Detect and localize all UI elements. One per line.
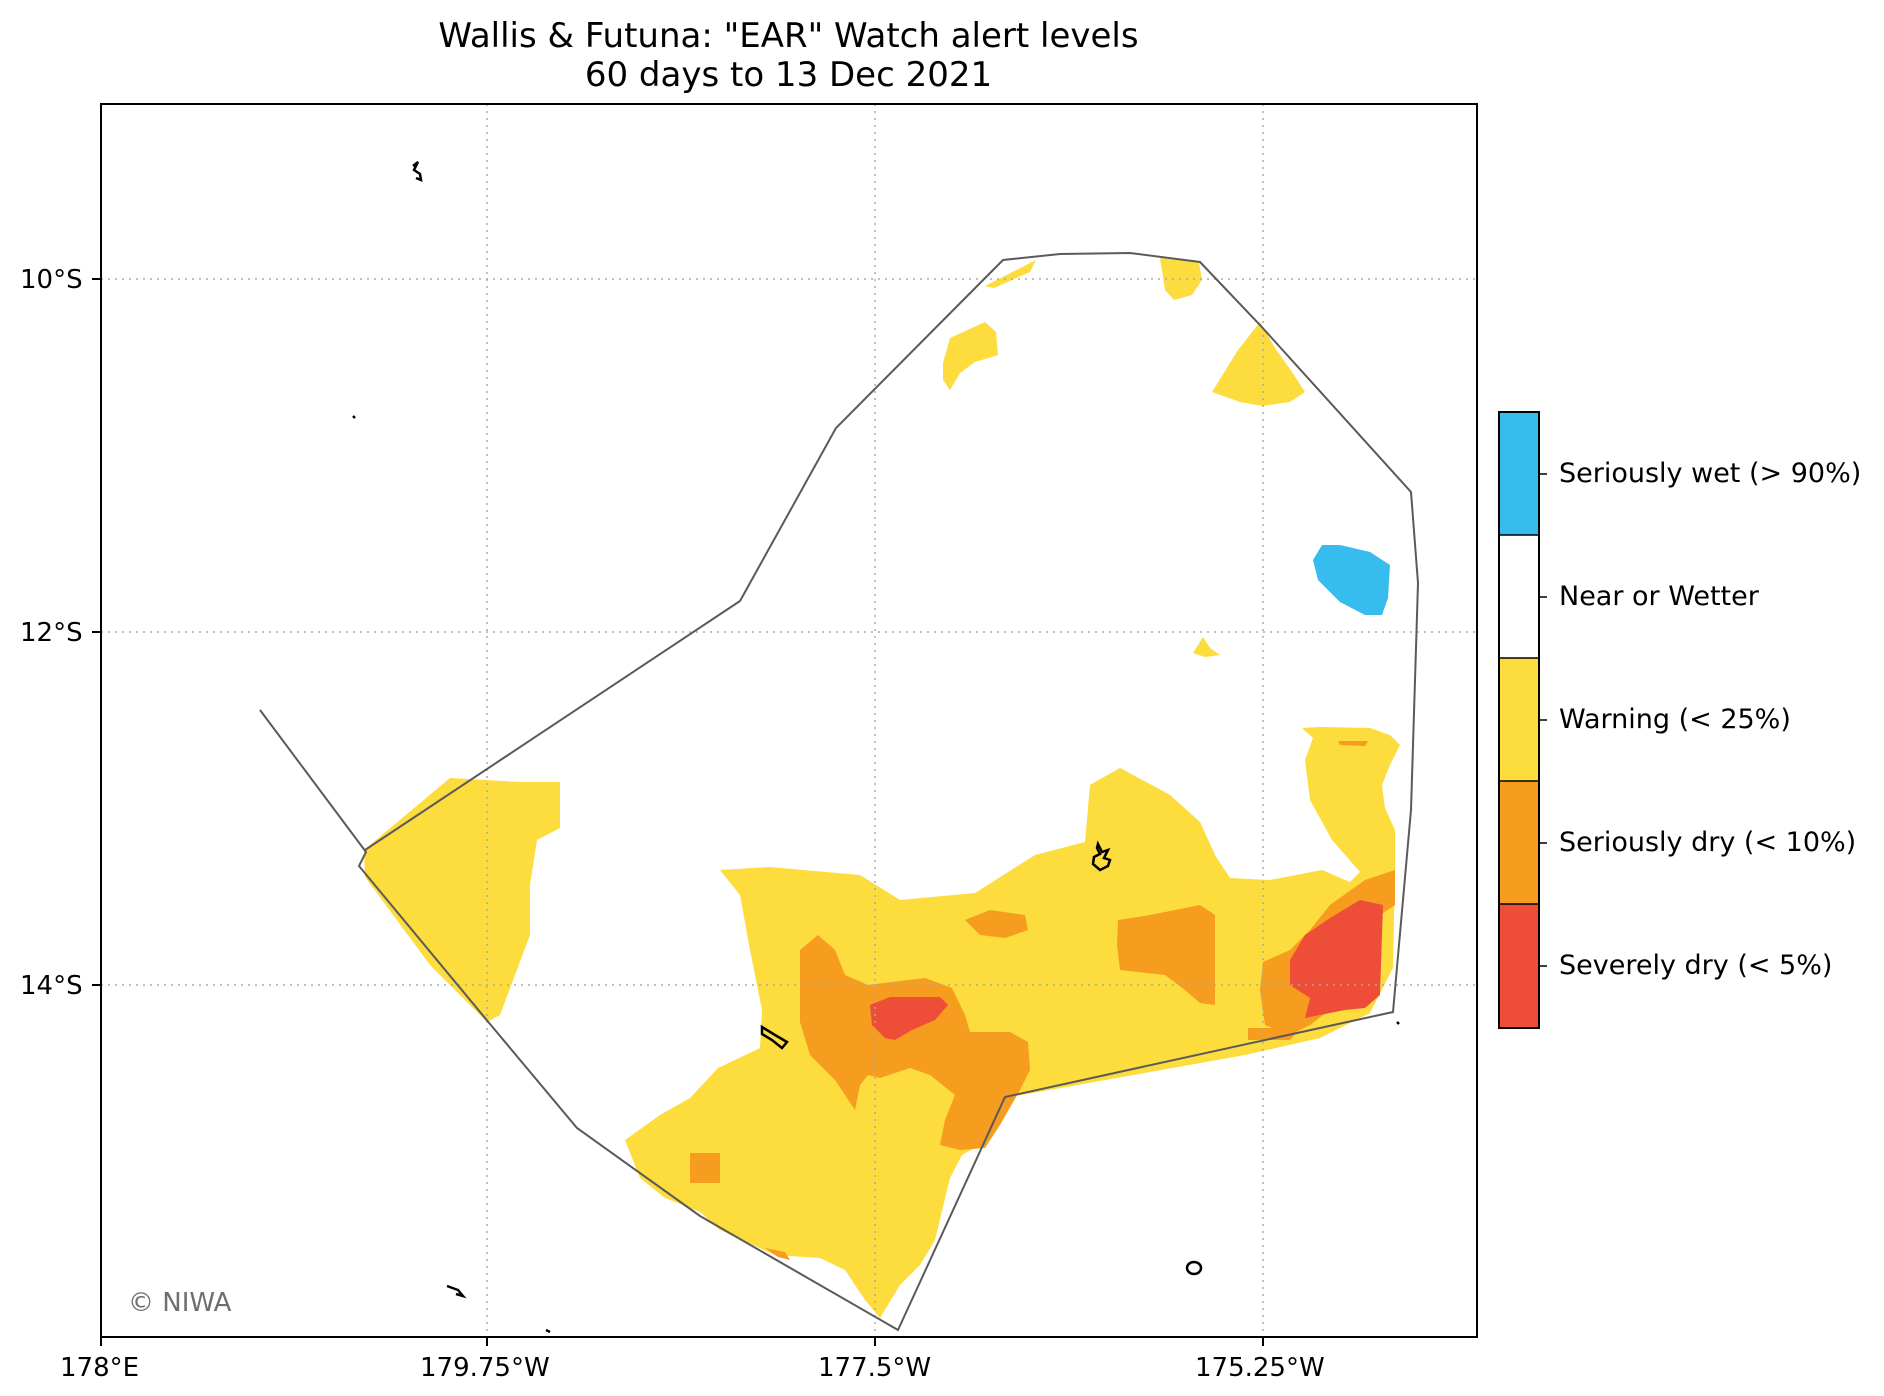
map-title-line-2: 60 days to 13 Dec 2021 — [584, 55, 993, 95]
island-futuna — [760, 1024, 789, 1050]
seriously-dry-area-northeast-sliver — [1338, 741, 1368, 746]
legend-label-seriously-dry: Seriously dry (< 10%) — [1559, 827, 1857, 858]
severely-dry-area-east — [1290, 900, 1383, 1018]
seriously-dry-area-south-sliver — [765, 1248, 790, 1260]
legend-colorbar — [1498, 411, 1547, 1029]
seriously-dry-area-center-east — [1117, 905, 1215, 1005]
map-frame — [100, 103, 1478, 1338]
warning-area-west — [364, 778, 560, 1022]
lat-label-14s: 14°S — [20, 971, 83, 1001]
legend-swatch-severely-dry — [1499, 904, 1539, 1028]
island-tiny-south — [545, 1328, 551, 1334]
legend-swatch-near-or-wetter — [1499, 535, 1539, 658]
lat-label-10s: 10°S — [20, 265, 83, 295]
warning-area-small-east — [1193, 637, 1220, 657]
island-tiny-west — [352, 415, 356, 419]
severely-dry-area-central — [870, 997, 948, 1040]
legend-label-near-or-wetter: Near or Wetter — [1559, 581, 1759, 612]
legend-swatch-seriously-dry — [1499, 781, 1539, 904]
map-title-line-1: Wallis & Futuna: "EAR" Watch alert level… — [438, 16, 1139, 56]
seriously-wet-area-east — [1313, 545, 1390, 615]
seriously-dry-area-east-strip — [1248, 1028, 1300, 1040]
lon-label-179-75w: 179.75°W — [420, 1353, 550, 1383]
seriously-dry-area-central — [800, 935, 1030, 1150]
lon-label-177-5w: 177.5°W — [818, 1353, 932, 1383]
alert-level-areas — [364, 258, 1400, 1318]
legend-label-warning: Warning (< 25%) — [1559, 704, 1791, 735]
legend-label-seriously-wet: Seriously wet (> 90%) — [1559, 458, 1862, 489]
legend-label-severely-dry: Severely dry (< 5%) — [1559, 950, 1833, 981]
warning-area-north-small — [985, 260, 1036, 288]
niwa-credit: © NIWA — [128, 1288, 232, 1318]
tick-marks — [92, 278, 1264, 1346]
lon-label-178e: 178°E — [60, 1353, 140, 1383]
legend-swatch-warning — [1499, 658, 1539, 781]
coastlines — [352, 161, 1400, 1334]
warning-area-north-blob — [943, 322, 998, 390]
seriously-dry-area-center-small — [965, 910, 1028, 938]
island-wallis — [1091, 840, 1112, 872]
lat-label-12s: 12°S — [20, 618, 83, 648]
map-gridlines — [101, 104, 1477, 1337]
warning-area-northeast — [1212, 322, 1305, 406]
island-north-west — [412, 161, 423, 182]
seriously-dry-area-small-west — [690, 1153, 720, 1183]
island-south-west — [446, 1284, 467, 1299]
warning-area-central-north-lobe — [1090, 768, 1215, 915]
island-tiny-east — [1396, 1021, 1400, 1025]
legend-swatch-seriously-wet — [1499, 412, 1539, 535]
eez-boundary — [259, 251, 1420, 1332]
lon-label-175-25w: 175.25°W — [1195, 1353, 1325, 1383]
island-south-east — [1185, 1260, 1203, 1276]
